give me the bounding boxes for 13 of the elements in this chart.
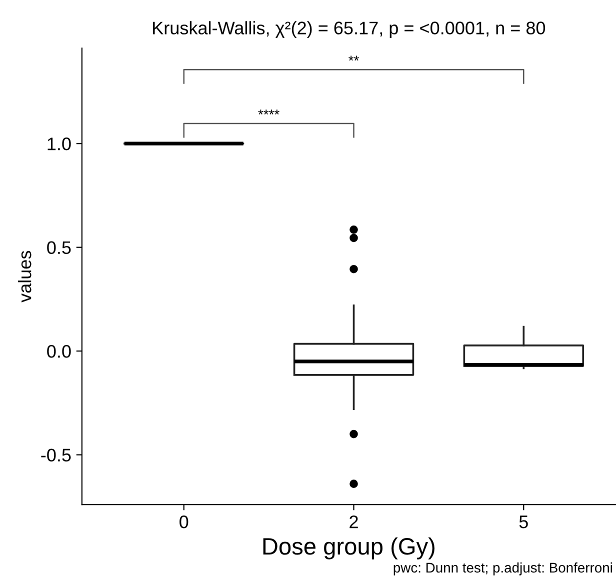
y-axis-title: values bbox=[18, 250, 32, 302]
x-tick-label: 5 bbox=[519, 516, 528, 528]
chart-title: Kruskal-Wallis, χ²(2) = 65.17, p = <0.0001, n = 80 bbox=[153, 21, 546, 38]
x-tick-label: 0 bbox=[180, 515, 188, 528]
x-axis-title: Dose group (Gy) bbox=[263, 537, 434, 560]
y-tick-label: 0.5 bbox=[47, 241, 71, 254]
x-tick-label: 2 bbox=[350, 515, 358, 528]
annotation: ** bbox=[348, 56, 359, 61]
y-tick-label: -0.5 bbox=[41, 448, 71, 462]
text: pwc: Dunn test; p.adjust: Bonferroni bbox=[394, 562, 612, 576]
y-tick-label: 0.0 bbox=[47, 345, 71, 358]
annotation: **** bbox=[258, 110, 280, 115]
y-tick-label: 1.0 bbox=[48, 138, 71, 150]
